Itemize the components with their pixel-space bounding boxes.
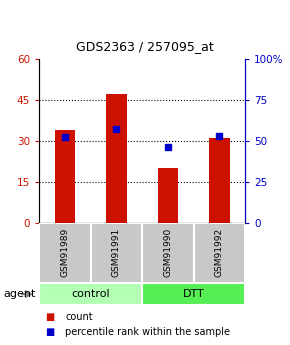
Text: GSM91991: GSM91991 <box>112 228 121 277</box>
Bar <box>39 283 142 305</box>
Bar <box>90 223 142 283</box>
Text: GSM91989: GSM91989 <box>60 228 69 277</box>
Text: count: count <box>65 312 93 322</box>
Bar <box>142 223 194 283</box>
Bar <box>106 94 127 223</box>
Text: GSM91992: GSM91992 <box>215 228 224 277</box>
Text: DTT: DTT <box>183 289 204 299</box>
Text: ■: ■ <box>45 312 54 322</box>
Text: GDS2363 / 257095_at: GDS2363 / 257095_at <box>76 40 214 53</box>
Text: percentile rank within the sample: percentile rank within the sample <box>65 327 230 337</box>
Bar <box>142 283 245 305</box>
Text: control: control <box>71 289 110 299</box>
Bar <box>157 168 178 223</box>
Bar <box>209 138 230 223</box>
Bar <box>39 223 90 283</box>
Text: ■: ■ <box>45 327 54 337</box>
Text: GSM91990: GSM91990 <box>163 228 172 277</box>
Bar <box>194 223 245 283</box>
Text: agent: agent <box>3 289 35 299</box>
Bar <box>55 130 75 223</box>
